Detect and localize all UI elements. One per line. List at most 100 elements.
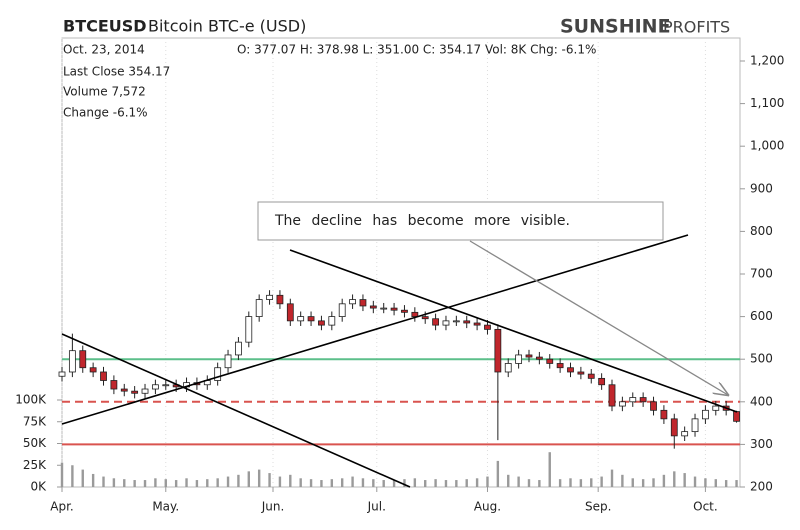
plot-frame	[61, 37, 741, 488]
volume-bar	[216, 478, 219, 487]
volume-bar	[403, 479, 406, 487]
x-tick-label: Sep.	[585, 500, 611, 514]
candle-body	[733, 411, 740, 422]
volume-bar	[621, 474, 624, 487]
volume-tick-label: 25K	[23, 458, 47, 472]
candle-body	[338, 303, 346, 318]
volume-bar	[143, 480, 147, 487]
brand-bold: SUNSHINE	[560, 16, 671, 38]
candle-body	[556, 363, 564, 369]
candle-body	[702, 409, 709, 420]
y-tick-label: 500	[750, 352, 773, 366]
candle-body	[421, 316, 429, 320]
x-tick-label: Jul.	[367, 500, 386, 514]
candle-body	[629, 397, 637, 403]
volume-bar	[226, 476, 230, 487]
candle-body	[432, 318, 439, 326]
candle-body	[131, 390, 139, 394]
volume-bar	[278, 476, 282, 487]
y-tick-label: 300	[750, 437, 773, 451]
candle-body	[473, 322, 481, 326]
y-tick-label: 600	[750, 309, 773, 323]
annotation-arrow	[469, 240, 728, 395]
x-tick-label: Jun.	[261, 500, 285, 514]
candle-body	[89, 367, 97, 373]
volume-bar	[704, 478, 707, 487]
candle-body	[120, 388, 128, 392]
trendline	[289, 249, 738, 413]
candle-body	[214, 367, 222, 381]
volume-bar	[71, 465, 74, 487]
candle-body	[369, 305, 377, 309]
candle-body	[245, 316, 253, 343]
candle-body	[79, 350, 87, 369]
volume-bar	[455, 480, 458, 487]
candle-body	[151, 384, 159, 390]
x-tick-label: Oct.	[693, 500, 718, 514]
trendline	[61, 234, 689, 425]
volume-bar	[91, 473, 95, 487]
volume-bar	[434, 479, 437, 487]
candle-body	[235, 341, 242, 356]
volume-bar	[340, 478, 344, 487]
volume-bar	[382, 480, 385, 487]
candle-body	[463, 320, 471, 324]
volume-bar	[60, 462, 64, 487]
candle-body	[484, 324, 491, 330]
volume-bar	[641, 479, 645, 487]
candle-body	[587, 373, 595, 379]
candle-body	[110, 380, 118, 390]
candle-body	[577, 371, 585, 375]
volume-bar	[123, 479, 126, 487]
candle-body	[380, 307, 388, 310]
volume-tick-label: 50K	[23, 436, 47, 450]
volume-bar	[496, 460, 500, 487]
annotation-box	[257, 201, 664, 241]
candle-body	[567, 367, 574, 373]
y-tick-label: 1,000	[750, 139, 784, 153]
candle-body	[58, 371, 66, 377]
candle-body	[525, 354, 533, 358]
candle-body	[266, 294, 273, 300]
volume-bar	[465, 479, 468, 487]
volume-bar	[548, 452, 551, 487]
candle-body	[494, 328, 502, 373]
volume-bar	[257, 469, 261, 487]
volume-bar	[527, 479, 531, 487]
x-tick-label: Aug.	[474, 500, 501, 514]
volume-bar	[102, 476, 105, 487]
volume-bar	[538, 480, 541, 487]
volume-bar	[424, 480, 427, 487]
trendlines	[61, 234, 738, 488]
candle-body	[546, 358, 554, 364]
candle-body	[535, 356, 543, 360]
y-tick-label: 400	[750, 394, 773, 408]
volume-bar	[475, 478, 479, 487]
volume-bar	[569, 478, 572, 487]
volume-bar	[133, 480, 136, 487]
volume-bar	[247, 471, 250, 487]
volume-bar	[154, 478, 157, 487]
candle-body	[276, 294, 284, 305]
volume-bar	[81, 469, 84, 487]
date: Oct. 23, 2014	[63, 43, 145, 57]
candle-body	[349, 299, 356, 305]
volume-bar	[268, 473, 271, 487]
candle-body	[608, 384, 616, 407]
volume-bar	[174, 480, 178, 487]
annotation: The decline has become more visible.	[274, 213, 570, 229]
volume-bar	[507, 474, 510, 487]
volume-bar	[600, 476, 603, 487]
candle-body	[681, 431, 689, 437]
volume-bar	[610, 469, 614, 487]
y-tick-label: 700	[750, 267, 773, 281]
candle-body	[224, 354, 232, 369]
brand-light: PROFITS	[663, 18, 730, 37]
candle-body	[286, 303, 294, 322]
volume-bar	[206, 479, 209, 487]
volume-bar	[486, 476, 489, 487]
candle-body	[650, 401, 657, 411]
trendline	[61, 333, 411, 488]
volume-bar	[392, 480, 396, 487]
